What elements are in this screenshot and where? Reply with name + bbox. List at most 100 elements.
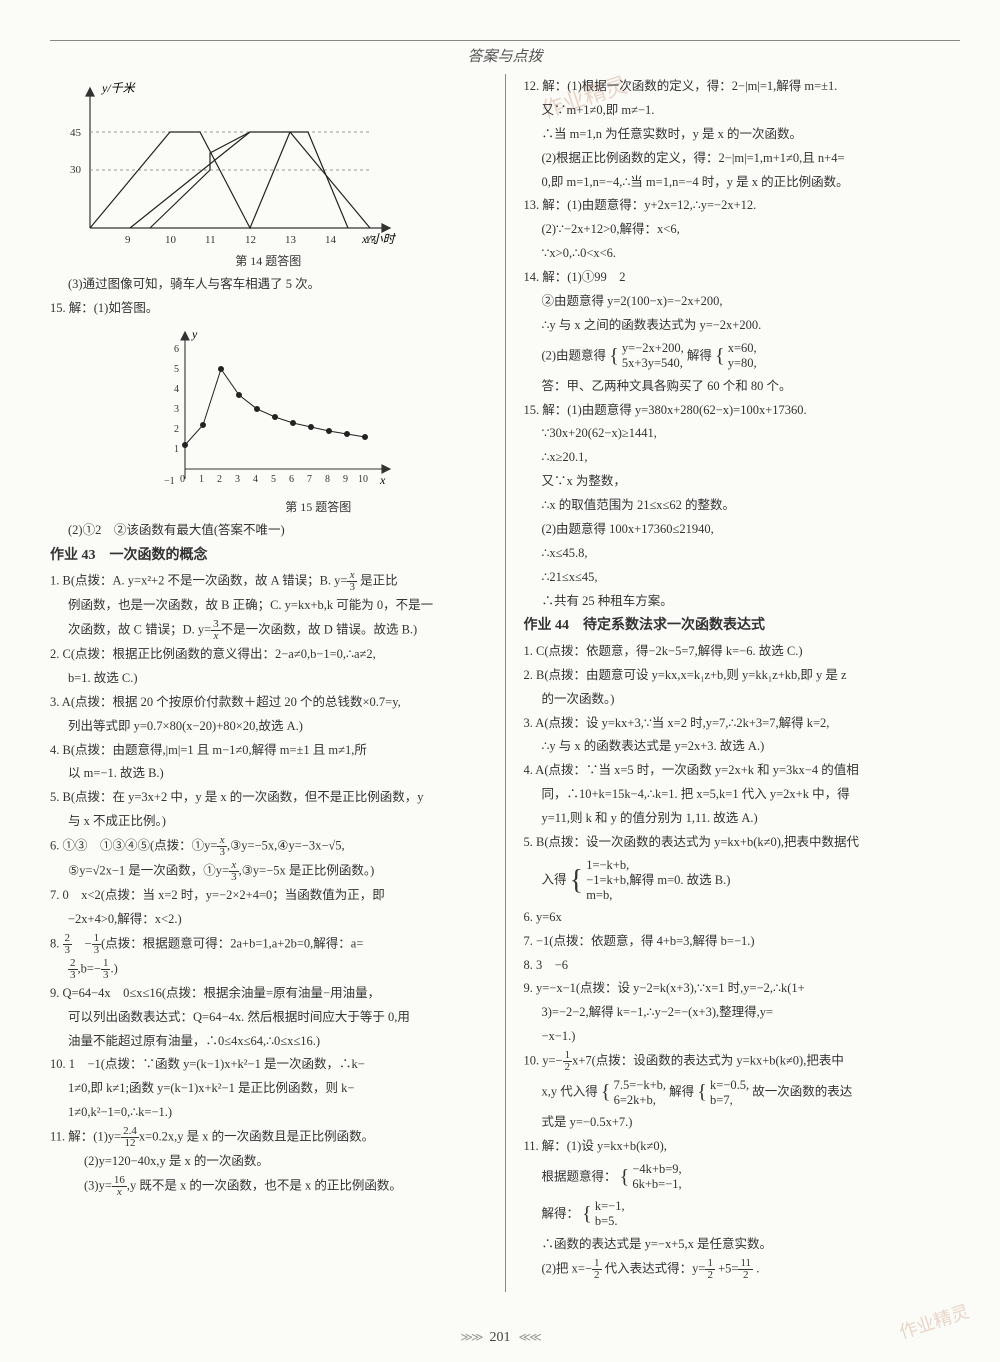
r-q12: 12. 解：(1)根据一次函数的定义，得：2−|m|=1,解得 m=±1. [523,76,960,98]
r-q12b: 又∵m+1≠0,即 m≠−1. [523,100,960,122]
r-q13: 13. 解：(1)由题意得：y+2x=12,∴y=−2x+12. [523,195,960,217]
q14-3: (3)通过图像可知，骑车人与客车相遇了 5 次。 [50,274,487,296]
q15-1: 15. 解：(1)如答图。 [50,298,487,320]
r-r10c: 式是 y=−0.5x+7.) [523,1112,960,1134]
r-r3: 3. A(点拨：设 y=kx+3,∵当 x=2 时,y=7,∴2k+3=7,解得… [523,713,960,735]
l-q1: 1. B(点拨：A. y=x²+2 不是一次函数，故 A 错误；B. y=x3 … [50,570,487,593]
svg-text:0: 0 [180,474,185,485]
r-q13b: (2)∵−2x+12>0,解得：x<6, [523,219,960,241]
right-column: 12. 解：(1)根据一次函数的定义，得：2−|m|=1,解得 m=±1. 又∵… [523,74,960,1292]
svg-text:30: 30 [70,164,82,176]
svg-text:15: 15 [365,234,377,246]
svg-text:12: 12 [245,234,256,246]
svg-text:−1: −1 [164,476,175,487]
r-r6: 6. y=6x [523,907,960,929]
svg-text:2: 2 [217,474,222,485]
svg-text:2: 2 [174,424,179,435]
page-footer: ≫≫201≪≪ [0,1330,1000,1346]
l-q10: 10. 1 −1(点拨：∵函数 y=(k−1)x+k²−1 是一次函数，∴k− [50,1054,487,1076]
l-q3: 3. A(点拨：根据 20 个按原价付款数＋超过 20 个的总钱数×0.7=y, [50,692,487,714]
chart-14-caption: 第 14 题答图 [50,251,487,272]
l-q7: 7. 0 x<2(点拨：当 x=2 时，y=−2×2+4=0；当函数值为正，即 [50,885,487,907]
columns: y/千米 x/小时 910 1112 1314 15 4530 [50,74,960,1292]
l-q5b: 与 x 不成正比例。) [50,811,487,833]
svg-text:14: 14 [325,234,337,246]
l-q2: 2. C(点拨：根据正比例函数的意义得出：2−a≠0,b−1=0,∴a≠2, [50,644,487,666]
svg-text:3: 3 [174,404,179,415]
l-q6c: ⑤y=√2x−1 是一次函数，①y=x3,③y=−5x 是正比例函数。) [50,860,487,883]
svg-text:y/千米: y/千米 [101,81,137,95]
r-r11e: (2)把 x=−12 代入表达式得：y=12 +5=112 . [523,1258,960,1281]
l-q2b: b=1. 故选 C.) [50,668,487,690]
hw44-title: 作业 44 待定系数法求一次函数表达式 [523,614,960,639]
l-q8: 8. 23 −13(点拨：根据题意可得：2a+b=1,a+2b=0,解得：a= [50,933,487,956]
page-number: 201 [482,1330,519,1346]
r-r9: 9. y=−x−1(点拨：设 y−2=k(x+3),∵x=1 时,y=−2,∴k… [523,978,960,1000]
svg-text:9: 9 [125,234,131,246]
svg-text:6: 6 [174,344,179,355]
r-q14: 14. 解：(1)①99 2 [523,267,960,289]
svg-text:4: 4 [253,474,258,485]
r-r4c: y=11,则 k 和 y 的值分别为 1,11. 故选 A.) [523,808,960,830]
r-q15e: ∴x 的取值范围为 21≤x≤62 的整数。 [523,495,960,517]
r-q15g: ∴x≤45.8, [523,543,960,565]
l-q10b: 1≠0,即 k≠1;函数 y=(k−1)x+k²−1 是正比例函数，则 k− [50,1078,487,1100]
l-q4: 4. B(点拨：由题意得,|m|=1 且 m−1≠0,解得 m=±1 且 m≠1… [50,740,487,762]
svg-text:5: 5 [271,474,276,485]
r-q14e: 答：甲、乙两种文具各购买了 60 个和 80 个。 [523,376,960,398]
r-q14d: (2)由题意得 { y=−2x+200, 5x+3y=540, 解得 { x=6… [523,339,960,374]
r-q12d: (2)根据正比例函数的定义，得：2−|m|=1,m+1≠0,且 n+4= [523,148,960,170]
r-q14c: ∴y 与 x 之间的函数表达式为 y=−2x+200. [523,315,960,337]
l-q3b: 列出等式即 y=0.7×80(x−20)+80×20,故选 A.) [50,716,487,738]
svg-text:7: 7 [307,474,312,485]
svg-text:1: 1 [174,444,179,455]
l-q4b: 以 m=−1. 故选 B.) [50,763,487,785]
l-q1b: 例函数，也是一次函数，故 B 正确；C. y=kx+b,k 可能为 0，不是一 [50,595,487,617]
r-r9b: 3)=−2−2,解得 k=−1,∴y−2=−(x+3),整理得,y= [523,1002,960,1024]
r-q12c: ∴当 m=1,n 为任意实数时，y 是 x 的一次函数。 [523,124,960,146]
r-q15d: 又∵x 为整数， [523,471,960,493]
svg-text:y: y [191,327,198,341]
r-r4b: 同，∴10+k=15k−4,∴k=1. 把 x=5,k=1 代入 y=2x+k … [523,784,960,806]
r-r11d: ∴函数的表达式是 y=−x+5,x 是任意实数。 [523,1234,960,1256]
r-r7: 7. −1(点拨：依题意，得 4+b=3,解得 b=−1.) [523,931,960,953]
chart-15-caption: 第 15 题答图 [150,497,487,518]
left-column: y/千米 x/小时 910 1112 1314 15 4530 [50,74,487,1292]
svg-text:6: 6 [289,474,294,485]
svg-text:10: 10 [358,474,368,485]
r-q12e: 0,即 m=1,n=−4,∴当 m=1,n=−4 时，y 是 x 的正比例函数。 [523,172,960,194]
r-q14b: ②由题意得 y=2(100−x)=−2x+200, [523,291,960,313]
r-r11b: 根据题意得： { −4k+b=9, 6k+b=−1, [523,1160,960,1195]
l-q6: 6. ①③ ①③④⑤(点拨：①y=x3,③y=−5x,④y=−3x−√5, [50,835,487,858]
column-divider [505,74,506,1292]
r-r2b: 的一次函数。) [523,689,960,711]
r-r9c: −x−1.) [523,1026,960,1048]
r-q15i: ∴共有 25 种租车方案。 [523,591,960,613]
r-q13c: ∵x>0,∴0<x<6. [523,243,960,265]
svg-text:1: 1 [199,474,204,485]
r-r10b: x,y 代入得 { 7.5=−k+b, 6=2k+b, 解得 { k=−0.5,… [523,1075,960,1110]
r-r8: 8. 3 −6 [523,955,960,977]
svg-text:4: 4 [174,384,179,395]
chart-15: y x −10 123 456 789 10 123 456 [150,324,487,518]
r-r11: 11. 解：(1)设 y=kx+b(k≠0), [523,1136,960,1158]
svg-text:x: x [379,473,386,487]
r-r11c: 解得： { k=−1, b=5. [523,1197,960,1232]
l-q11c: (3)y=16x,y 既不是 x 的一次函数，也不是 x 的正比例函数。 [50,1175,487,1198]
page: 答案与点拨 作业精灵 作业精灵 y/千米 x/小时 910 [0,0,1000,1362]
svg-text:3: 3 [235,474,240,485]
q15-2: (2)①2 ②该函数有最大值(答案不唯一) [50,520,487,542]
l-q11: 11. 解：(1)y=2.412x=0.2x,y 是 x 的一次函数且是正比例函… [50,1126,487,1149]
l-q9c: 油量不能超过原有油量，∴0≤4x≤64,∴0≤x≤16.) [50,1031,487,1053]
r-q15f: (2)由题意得 100x+17360≤21940, [523,519,960,541]
chart-14: y/千米 x/小时 910 1112 1314 15 4530 [50,78,487,272]
rule [50,40,960,41]
l-q11b: (2)y=120−40x,y 是 x 的一次函数。 [50,1151,487,1173]
r-q15: 15. 解：(1)由题意得 y=380x+280(62−x)=100x+1736… [523,400,960,422]
r-r5: 5. B(点拨：设一次函数的表达式为 y=kx+b(k≠0),把表中数据代 [523,832,960,854]
svg-text:45: 45 [70,127,82,139]
l-q1c: 次函数，故 C 错误；D. y=3x不是一次函数，故 D 错误。故选 B.) [50,619,487,642]
r-r3b: ∴y 与 x 的函数表达式是 y=2x+3. 故选 A.) [523,736,960,758]
hw43-title: 作业 43 一次函数的概念 [50,544,487,569]
l-q8c: 23,b=−13.) [50,958,487,981]
